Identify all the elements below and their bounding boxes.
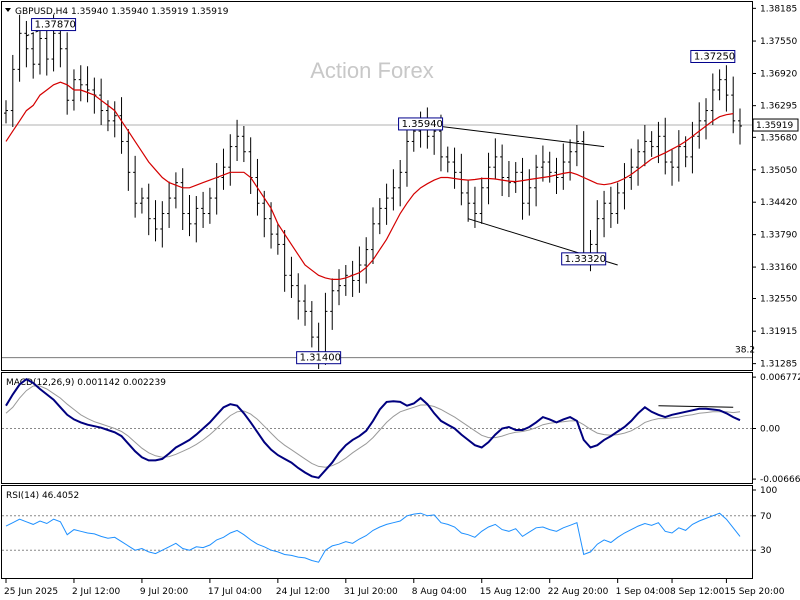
price-axis-label: 1.36295 xyxy=(760,102,797,112)
rsi-header: RSI(14) 46.4052 xyxy=(6,491,79,501)
rsi-axis-label: 30 xyxy=(760,546,772,556)
rsi-axis-label: 70 xyxy=(760,512,772,522)
time-axis-label: 2 Jul 12:00 xyxy=(72,587,121,597)
time-axis-label: 8 Aug 04:00 xyxy=(412,587,467,597)
price-axis-label: 1.33790 xyxy=(760,231,797,241)
price-callout-label: 1.35940 xyxy=(402,119,443,130)
price-axis-label: 1.33160 xyxy=(760,263,797,273)
rsi-axis-label: 100 xyxy=(760,486,777,496)
price-callout-label: 1.31400 xyxy=(300,353,341,364)
time-axis-label: 8 Sep 12:00 xyxy=(670,587,725,597)
trendline xyxy=(420,123,605,148)
time-axis-label: 17 Jul 04:00 xyxy=(208,587,262,597)
watermark: Action Forex xyxy=(310,58,434,83)
time-axis-label: 15 Aug 12:00 xyxy=(480,587,541,597)
price-axis-label: 1.32550 xyxy=(760,294,797,304)
price-callout-box xyxy=(296,351,342,365)
price-axis-label: 1.35680 xyxy=(760,133,797,143)
price-axis-label: 1.37550 xyxy=(760,37,797,47)
price-callout-box xyxy=(561,252,607,266)
price-callout-label: 1.37250 xyxy=(694,51,735,62)
price-callout-box xyxy=(31,18,77,32)
price-axis-label: 1.38185 xyxy=(760,4,797,14)
price-axis-label: 1.36920 xyxy=(760,69,797,79)
time-axis-label: 25 Jun 2025 xyxy=(4,587,58,597)
time-axis-label: 31 Jul 20:00 xyxy=(344,587,398,597)
price-callout-label: 1.33320 xyxy=(565,254,606,265)
rsi-line xyxy=(5,512,741,563)
price-callout-box xyxy=(398,117,444,131)
main-panel-frame xyxy=(1,1,753,371)
moving-average-line xyxy=(5,81,734,280)
macd-axis-label: 0.006772 xyxy=(760,373,800,383)
time-axis-label: 15 Sep 20:00 xyxy=(724,587,784,597)
price-axis-label: 1.34420 xyxy=(760,198,797,208)
axis-layer: 1.38185 1.37550 1.36920 1.36295 1.35680 1.350… xyxy=(4,4,800,597)
macd-layer xyxy=(2,378,752,479)
macd-header: MACD(12,26,9) 0.001142 0.002239 xyxy=(6,378,166,388)
rsi-layer xyxy=(2,512,752,563)
price-layer: 38.2 1.37870 1.35940 1.33320 1.31400 1.37250 xyxy=(2,14,755,370)
main-header: GBPUSD,H4 1.35940 1.35940 1.35919 1.3591… xyxy=(15,7,229,17)
current-price-label: 1.35919 xyxy=(756,121,793,131)
current-price-box xyxy=(752,118,799,132)
price-axis-label: 1.31285 xyxy=(760,360,797,370)
time-axis-label: 9 Jul 20:00 xyxy=(140,587,189,597)
macd-trendline xyxy=(658,405,734,408)
time-axis-label: 1 Sep 04:00 xyxy=(616,587,671,597)
time-axis-label: 24 Jul 12:00 xyxy=(276,587,330,597)
macd-signal-line xyxy=(5,385,741,468)
rsi-panel-frame xyxy=(1,485,753,579)
price-callout-box xyxy=(690,49,736,63)
macd-axis-label: 0.00 xyxy=(760,425,780,435)
price-axis-label: 1.35050 xyxy=(760,166,797,176)
macd-line xyxy=(5,378,741,479)
macd-axis-label: -0.006667 xyxy=(760,475,800,485)
time-axis-label: 22 Aug 20:00 xyxy=(548,587,609,597)
price-callout-label: 1.37870 xyxy=(35,20,76,31)
fib-label: 38.2 xyxy=(735,346,755,356)
symbol-dropdown-icon[interactable] xyxy=(5,8,11,12)
price-axis-label: 1.31915 xyxy=(760,327,797,337)
